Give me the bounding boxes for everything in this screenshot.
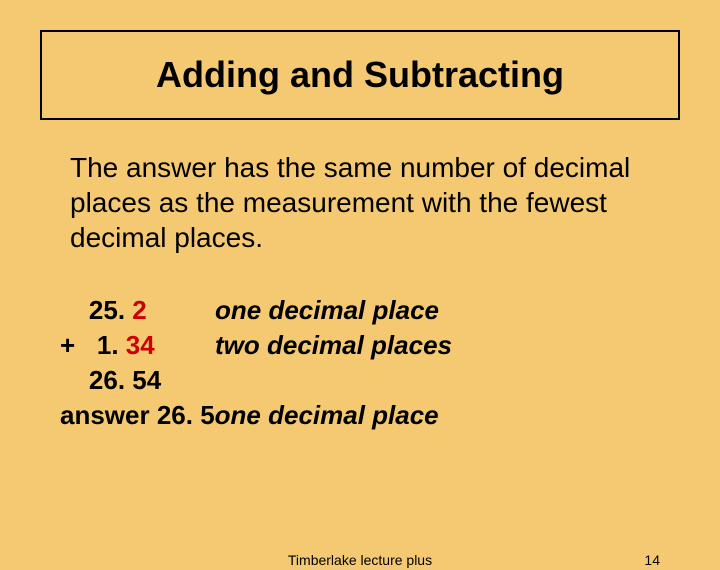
page-number: 14 (644, 552, 660, 568)
example-line-4: answer 26. 5 one decimal place (60, 398, 660, 433)
line1-label: one decimal place (215, 293, 439, 328)
line1-prefix: 25. (60, 295, 132, 325)
title-box: Adding and Subtracting (40, 30, 680, 120)
example-block: 25. 2 one decimal place + 1. 34 two deci… (60, 293, 660, 433)
line2-prefix: + 1. (60, 330, 126, 360)
example-line-2: + 1. 34 two decimal places (60, 328, 660, 363)
example-line-3: 26. 54 (60, 363, 660, 398)
line2-red: 34 (126, 330, 155, 360)
line1-red: 2 (132, 295, 146, 325)
rule-text: The answer has the same number of decima… (70, 150, 650, 255)
example-line-1: 25. 2 one decimal place (60, 293, 660, 328)
line2-label: two decimal places (215, 328, 452, 363)
line4-label: one decimal place (215, 398, 439, 433)
slide-title: Adding and Subtracting (62, 54, 658, 96)
line3-prefix: 26. 54 (60, 363, 215, 398)
line4-prefix: answer 26. 5 (60, 398, 215, 433)
footer-center-text: Timberlake lecture plus (288, 552, 432, 568)
